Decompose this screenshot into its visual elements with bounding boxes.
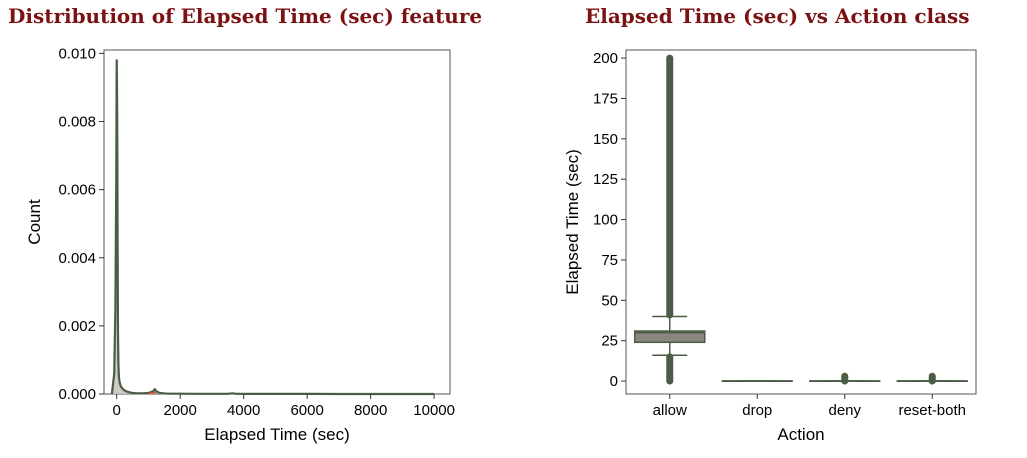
y-tick-label: 50: [601, 292, 618, 309]
y-tick-label: 175: [593, 90, 618, 107]
density-line: [110, 59, 435, 396]
x-tick-label: deny: [828, 402, 861, 419]
y-tick-label: 125: [593, 171, 618, 188]
x-tick-label: allow: [653, 402, 687, 419]
x-tick-label: drop: [742, 402, 772, 419]
y-tick-label: 200: [593, 50, 618, 67]
box-plot-marks: [634, 54, 968, 385]
box-plot-y-axis-label: Elapsed Time (sec): [563, 149, 582, 295]
y-tick-label: 150: [593, 131, 618, 148]
box-plot-frame: [625, 49, 977, 395]
y-tick-label: 0: [610, 373, 618, 390]
y-tick-label: 0.004: [58, 250, 96, 267]
x-tick-label: 4000: [227, 402, 260, 419]
x-tick-label: 6000: [290, 402, 323, 419]
density-plot-frame: [103, 49, 451, 395]
right-chart-title: Elapsed Time (sec) vs Action class: [585, 4, 970, 28]
x-tick-label: 8000: [354, 402, 387, 419]
box-plot-chart: allow drop deny reset-both 0 25 50 75 100 125 150…: [563, 49, 977, 444]
x-tick-label: 0: [113, 402, 121, 419]
x-tick-label: 10000: [413, 402, 455, 419]
density-y-axis-label: Count: [25, 199, 44, 245]
y-tick-label: 0.008: [58, 114, 96, 131]
y-tick-label: 75: [601, 252, 618, 269]
y-tick-label: 0.006: [58, 182, 96, 199]
density-x-axis-label: Elapsed Time (sec): [204, 425, 350, 444]
box-plot-x-axis: allow drop deny reset-both: [653, 394, 966, 419]
x-tick-label: reset-both: [898, 402, 966, 419]
box-plot-y-axis: 0 25 50 75 100 125 150 175 200: [593, 50, 626, 390]
box-plot-x-axis-label: Action: [777, 425, 824, 444]
density-chart: 0 2000 4000 6000 8000 10000 0.0000.0020.0040.…: [25, 45, 455, 444]
y-tick-label: 0.000: [58, 386, 96, 403]
density-y-axis: 0.000 0.002 0.004 0.006 0.008 0.010: [58, 45, 104, 403]
left-chart-title: Distribution of Elapsed Time (sec) featu…: [8, 4, 483, 28]
box: [634, 330, 706, 344]
x-tick-label: 2000: [163, 402, 196, 419]
y-tick-label: 25: [601, 333, 618, 350]
density-x-axis: 0 2000 4000 6000 8000 10000: [113, 394, 455, 419]
density-marks: [110, 59, 435, 396]
y-tick-label: 0.010: [58, 45, 96, 62]
y-tick-label: 0.002: [58, 318, 96, 335]
y-tick-label: 100: [593, 212, 618, 229]
density-area: [111, 60, 435, 394]
